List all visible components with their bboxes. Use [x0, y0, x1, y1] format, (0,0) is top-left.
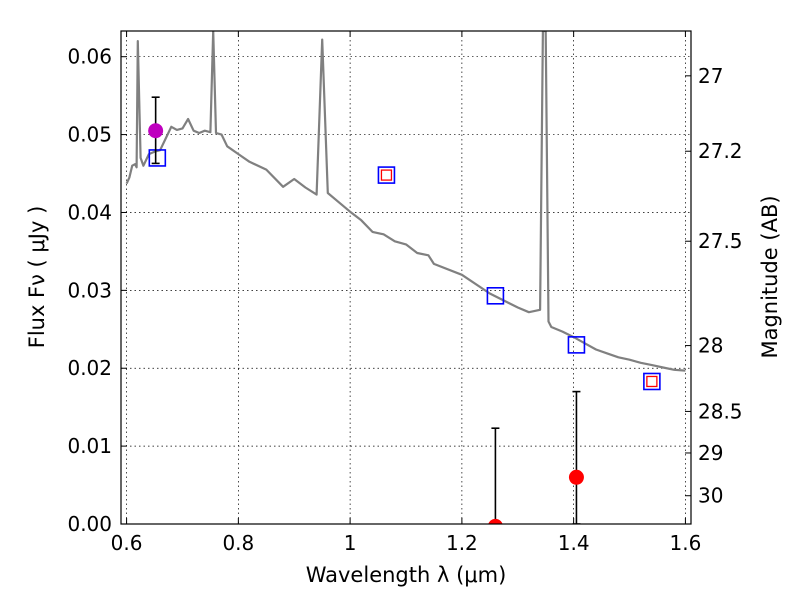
right-axis-tick-label: 27.2	[698, 139, 743, 163]
upper-limit-box	[380, 169, 393, 181]
right-axis-tick-label: 27	[698, 64, 723, 88]
model-photometry-box	[567, 336, 586, 354]
model-spectrum-line	[125, 31, 686, 372]
plot-background	[121, 31, 691, 524]
right-axis-tick-label: 27.5	[698, 229, 743, 253]
data-point	[148, 123, 164, 139]
x-tick-labels: 0.6 0.8 1 1.2 1.4 1.6	[111, 531, 702, 555]
x-tick-label: 0.6	[111, 531, 143, 555]
x-tick-label: 0.8	[222, 531, 254, 555]
model-photometry-box	[486, 287, 505, 305]
right-axis-label: Magnitude (AB)	[758, 195, 782, 358]
y-tick-label: 0.02	[67, 356, 112, 380]
y-tick-label: 0.04	[67, 200, 112, 224]
x-tick-label: 1.6	[670, 531, 702, 555]
plot-frame	[120, 30, 692, 525]
tick-marks	[121, 31, 691, 525]
y-tick-label: 0.06	[67, 45, 112, 69]
right-axis-tick-label: 30	[698, 484, 723, 508]
y-tick-label: 0.05	[67, 123, 112, 147]
x-tick-label: 1	[344, 531, 357, 555]
data-point	[488, 518, 503, 524]
right-axis-tick-label: 29	[698, 441, 723, 465]
right-axis-tick-label: 28.5	[698, 399, 743, 423]
model-photometry-box	[377, 166, 396, 184]
x-tick-label: 1.4	[558, 531, 590, 555]
model-photometry-box	[148, 149, 167, 167]
x-tick-label: 1.2	[446, 531, 478, 555]
x-axis-label: Wavelength λ (μm)	[306, 563, 507, 587]
data-point	[568, 469, 584, 485]
y-tick-label: 0.03	[67, 278, 112, 302]
model-photometry-box	[643, 372, 661, 391]
right-axis-tick-label: 28	[698, 334, 723, 358]
plot-area	[125, 31, 686, 524]
y-tick-labels: 0.00 0.01 0.02 0.03 0.04 0.05 0.06	[67, 45, 112, 536]
y-tick-label: 0.00	[67, 512, 112, 536]
y-axis-label: Flux Fν ( μJy )	[25, 206, 49, 349]
right-axis-tick-labels: 27 27.2 27.5 28 28.5 29 30	[698, 64, 743, 508]
upper-limit-box	[646, 375, 658, 388]
y-tick-label: 0.01	[67, 434, 112, 458]
